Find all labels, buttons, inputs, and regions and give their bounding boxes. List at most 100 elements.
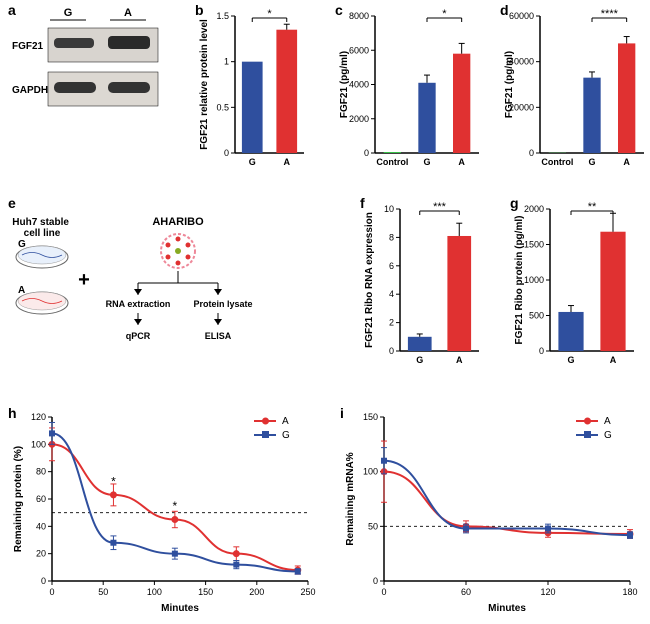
svg-text:G: G (282, 430, 290, 441)
row-gapdh: GAPDH (12, 85, 48, 96)
svg-text:100: 100 (363, 467, 378, 477)
svg-text:60: 60 (36, 494, 46, 504)
svg-text:0: 0 (373, 576, 378, 586)
svg-text:A: A (282, 416, 289, 427)
svg-text:50: 50 (368, 521, 378, 531)
svg-text:G: G (567, 355, 574, 365)
svg-text:40: 40 (36, 521, 46, 531)
svg-text:Minutes: Minutes (161, 603, 199, 614)
svg-text:FGF21 Ribo protein (pg/ml): FGF21 Ribo protein (pg/ml) (514, 216, 525, 345)
svg-text:2000: 2000 (524, 204, 544, 214)
panel-h-chart: 020406080100120050100150200250Remaining … (8, 405, 318, 615)
svg-text:1000: 1000 (524, 275, 544, 285)
svg-text:1500: 1500 (524, 240, 544, 250)
svg-text:**: ** (588, 201, 597, 213)
svg-text:A: A (456, 355, 463, 365)
svg-text:6000: 6000 (349, 45, 369, 55)
panel-e-diagram: Huh7 stable cell line G A + AHARIBO (8, 195, 318, 375)
panel-d-chart: 0200004000060000FGF21 (pg/ml)ControlGA**… (500, 2, 650, 177)
svg-text:0.5: 0.5 (216, 102, 229, 112)
svg-text:120: 120 (540, 587, 555, 597)
svg-text:0: 0 (539, 346, 544, 356)
svg-text:180: 180 (622, 587, 637, 597)
svg-text:G: G (416, 355, 423, 365)
svg-text:A: A (610, 355, 617, 365)
panel-i-label: i (340, 405, 344, 421)
elisa-label: ELISA (205, 331, 232, 341)
dish-g-label: G (18, 239, 26, 250)
svg-text:G: G (588, 157, 595, 167)
svg-text:*: * (267, 8, 272, 20)
col-a: A (124, 7, 132, 19)
panel-a-blot: G A FGF21 GAPDH (8, 2, 168, 122)
panel-i: i 0 50 100 150 0 60 120 180 Remaining mRNA% Minut… (340, 405, 640, 620)
svg-text:2: 2 (389, 318, 394, 328)
svg-text:A: A (284, 157, 291, 167)
svg-text:0: 0 (224, 148, 229, 158)
svg-text:60000: 60000 (509, 11, 534, 21)
svg-text:Control: Control (541, 157, 573, 167)
svg-text:G: G (423, 157, 430, 167)
qpcr-label: qPCR (126, 331, 151, 341)
cell-line-title: Huh7 stable cell line (12, 217, 71, 239)
svg-text:120: 120 (31, 412, 46, 422)
svg-text:0: 0 (381, 587, 386, 597)
svg-text:500: 500 (529, 311, 544, 321)
svg-text:G: G (604, 430, 612, 441)
svg-text:4000: 4000 (349, 80, 369, 90)
panel-a: a G A FGF21 GAPDH (8, 2, 168, 127)
panel-c: c 02000400060008000FGF21 (pg/ml)ControlG… (335, 2, 485, 182)
svg-text:0: 0 (389, 346, 394, 356)
svg-text:A: A (623, 157, 630, 167)
svg-text:*: * (111, 474, 116, 488)
panel-a-label: a (8, 2, 16, 18)
dish-a-label: A (18, 285, 25, 296)
panel-f: f 0246810FGF21 Ribo RNA expressionGA*** (360, 195, 485, 380)
svg-text:10: 10 (384, 204, 394, 214)
svg-text:250: 250 (300, 587, 315, 597)
panel-b: b 00.511.5FGF21 relative protein levelGA… (195, 2, 310, 182)
svg-text:0: 0 (49, 587, 54, 597)
svg-text:****: **** (601, 8, 619, 20)
svg-text:150: 150 (363, 412, 378, 422)
panel-d: d 0200004000060000FGF21 (pg/ml)ControlGA… (500, 2, 650, 182)
svg-text:0: 0 (529, 148, 534, 158)
panel-i-chart: 0 50 100 150 0 60 120 180 Remaining mRNA% Minutes… (340, 405, 640, 615)
svg-text:2000: 2000 (349, 114, 369, 124)
svg-text:20: 20 (36, 549, 46, 559)
svg-text:8: 8 (389, 232, 394, 242)
svg-text:150: 150 (198, 587, 213, 597)
svg-text:*: * (173, 499, 178, 513)
panel-g-label: g (510, 195, 519, 211)
svg-text:200: 200 (249, 587, 264, 597)
svg-text:1.5: 1.5 (216, 11, 229, 21)
col-g: G (64, 7, 73, 19)
svg-text:50: 50 (98, 587, 108, 597)
svg-text:Remaining mRNA%: Remaining mRNA% (345, 452, 356, 545)
panel-f-chart: 0 2 4 6 8 10 FGF21 Ribo RNA expression G A *** (360, 195, 485, 375)
svg-text:FGF21 Ribo RNA expression: FGF21 Ribo RNA expression (364, 212, 375, 348)
svg-text:A: A (604, 416, 611, 427)
aharibo-title: AHARIBO (152, 216, 204, 228)
row-fgf21: FGF21 (12, 41, 44, 52)
svg-text:6: 6 (389, 261, 394, 271)
panel-g-chart: 0 500 1000 1500 2000 FGF21 Ribo protein (pg/m… (510, 195, 640, 375)
panel-c-label: c (335, 2, 343, 18)
rna-extraction: RNA extraction (106, 299, 171, 309)
svg-text:1: 1 (224, 57, 229, 67)
figure-container: a G A FGF21 GAPDH b 00.511.5FGF21 relati… (0, 0, 650, 624)
svg-text:FGF21 (pg/ml): FGF21 (pg/ml) (504, 51, 515, 118)
svg-text:Minutes: Minutes (488, 603, 526, 614)
svg-text:0: 0 (364, 148, 369, 158)
panel-d-label: d (500, 2, 509, 18)
svg-text:FGF21 (pg/ml): FGF21 (pg/ml) (339, 51, 350, 118)
svg-text:Remaining protein (%): Remaining protein (%) (13, 446, 24, 552)
svg-text:*: * (442, 8, 447, 20)
svg-text:4: 4 (389, 289, 394, 299)
svg-text:80: 80 (36, 467, 46, 477)
panel-b-chart: 00.511.5FGF21 relative protein levelGA* (195, 2, 310, 177)
svg-text:60: 60 (461, 587, 471, 597)
aharibo-icon (161, 234, 195, 268)
panel-e-label: e (8, 195, 16, 211)
svg-text:***: *** (433, 201, 447, 213)
